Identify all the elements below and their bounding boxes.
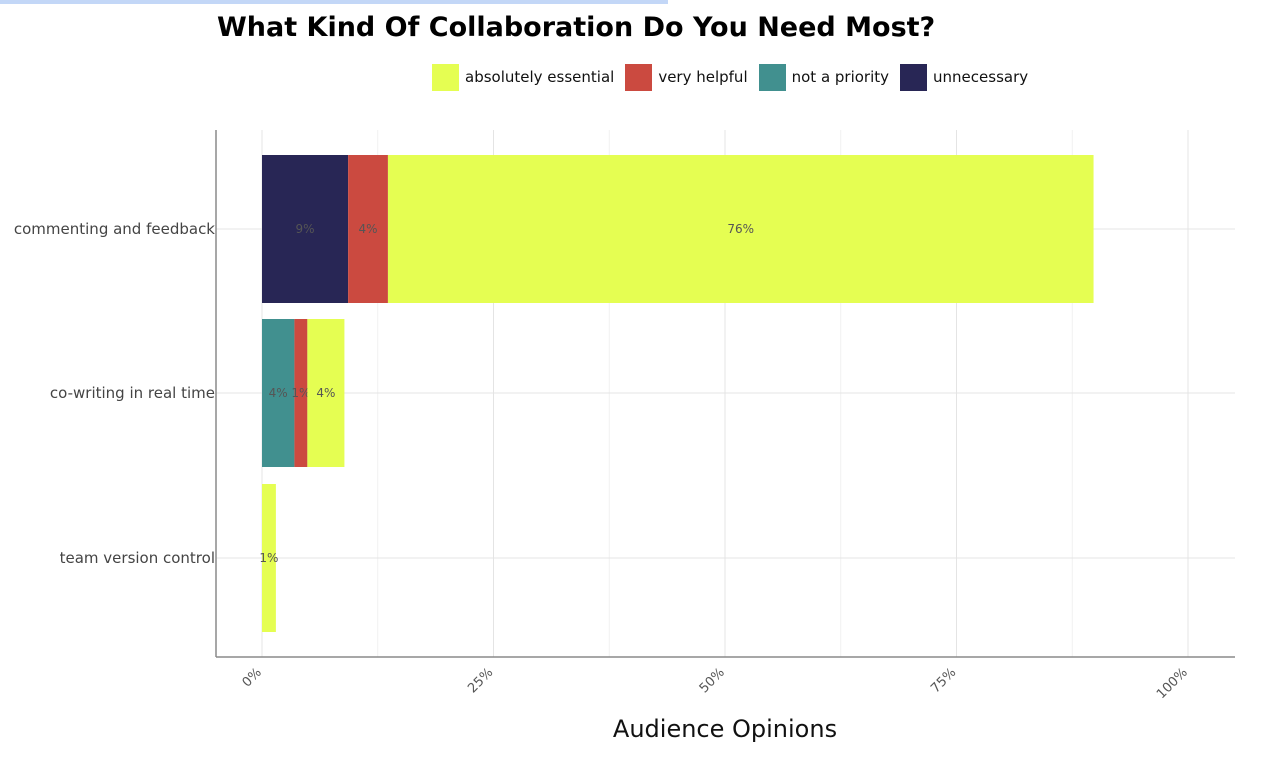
x-tick-label: 0% bbox=[240, 665, 265, 690]
bar-segment-not-a-priority bbox=[262, 319, 295, 467]
data-label: 4% bbox=[269, 386, 288, 400]
bar-segment-very-helpful bbox=[348, 155, 388, 303]
x-tick-label: 50% bbox=[697, 665, 728, 696]
legend-swatch bbox=[625, 63, 653, 91]
bar-segment-absolutely-essential bbox=[387, 155, 1094, 303]
legend: absolutely essential very helpful not a pr… bbox=[432, 63, 1039, 91]
x-tick-label: 25% bbox=[465, 665, 496, 696]
bar-segment-unnecessary bbox=[262, 155, 349, 303]
legend-label: very helpful bbox=[658, 68, 748, 86]
legend-item: unnecessary bbox=[900, 63, 1029, 91]
y-tick-label: team version control bbox=[60, 549, 215, 567]
legend-item: very helpful bbox=[625, 63, 748, 91]
legend-item: absolutely essential bbox=[432, 63, 615, 91]
data-label: 1% bbox=[259, 551, 278, 565]
bar-segment-very-helpful bbox=[294, 319, 308, 467]
x-tick-label: 100% bbox=[1154, 665, 1191, 702]
legend-item: not a priority bbox=[758, 63, 890, 91]
data-label: 4% bbox=[316, 386, 335, 400]
legend-swatch bbox=[758, 63, 786, 91]
legend-swatch bbox=[900, 63, 928, 91]
data-label: 4% bbox=[359, 222, 378, 236]
legend-swatch bbox=[432, 63, 459, 91]
data-label: 76% bbox=[727, 222, 754, 236]
bar-segment-absolutely-essential bbox=[262, 484, 276, 632]
x-tick-label: 75% bbox=[928, 665, 959, 696]
top-selection-strip bbox=[0, 0, 668, 4]
y-tick-label: commenting and feedback bbox=[14, 220, 215, 238]
x-axis-title: Audience Opinions bbox=[612, 715, 838, 743]
y-tick-label: co-writing in real time bbox=[50, 384, 215, 402]
legend-label: not a priority bbox=[791, 68, 890, 86]
data-label: 1% bbox=[291, 386, 310, 400]
data-label: 9% bbox=[296, 222, 315, 236]
legend-label: unnecessary bbox=[933, 68, 1029, 86]
legend-label: absolutely essential bbox=[465, 68, 615, 86]
bar-segment-absolutely-essential bbox=[307, 319, 345, 467]
chart-title: What Kind Of Collaboration Do You Need M… bbox=[217, 12, 936, 43]
